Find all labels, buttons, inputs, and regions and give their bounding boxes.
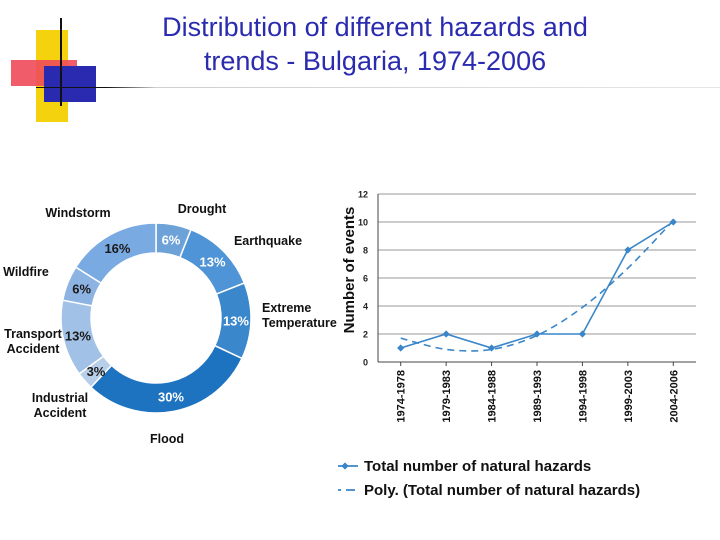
x-tick-2004-2006: 2004-2006	[668, 370, 680, 423]
legend-marker-total	[341, 462, 349, 470]
x-tick-1984-1988: 1984-1988	[487, 370, 499, 423]
data-point-2004-2006	[669, 218, 677, 226]
y-tick-12: 12	[358, 190, 368, 200]
donut-category-labels: Drought Earthquake Extreme Temperature Flood…	[3, 202, 337, 446]
donut-label-industrial-accident: Industrial Accident	[32, 391, 88, 420]
slide-title: Distribution of different hazards and tr…	[95, 10, 655, 78]
y-tick-2: 2	[363, 330, 368, 340]
donut-label-extreme-temperature: Extreme Temperature	[262, 301, 337, 330]
y-tick-10: 10	[358, 218, 368, 228]
hazard-distribution-donut-chart: 6% 13% 13% 30% 3% 13% 6% 16% Drought Earthquake E…	[3, 202, 337, 446]
donut-label-wildfire: Wildfire	[3, 265, 49, 279]
data-point-1989-1993	[533, 330, 541, 338]
chart-legend: Total number of natural hazards Poly. (To…	[338, 458, 640, 499]
data-point-1994-1998	[578, 330, 587, 338]
chart-gridlines	[378, 193, 696, 335]
y-tick-6: 6	[363, 274, 368, 284]
donut-percent-windstorm: 16%	[104, 241, 130, 256]
y-tick-8: 8	[363, 246, 368, 256]
donut-label-windstorm: Windstorm	[45, 206, 110, 220]
y-tick-4: 4	[363, 302, 368, 312]
series-total-line	[400, 221, 674, 349]
donut-slices	[60, 222, 252, 414]
donut-percent-wildfire: 6%	[72, 282, 91, 297]
donut-percent-labels: 6% 13% 13% 30% 3% 13% 6% 16%	[65, 232, 249, 404]
donut-label-transport-accident: Transport Accident	[4, 327, 62, 356]
donut-slice-windstorm	[74, 222, 157, 285]
title-line-2: trends - Bulgaria, 1974-2006	[203, 46, 547, 76]
x-tick-1979-1983: 1979-1983	[441, 370, 453, 423]
x-tick-labels: 1974-1978 1979-1983 1984-1988 1989-1993 1994…	[396, 370, 681, 423]
donut-percent-drought: 6%	[162, 232, 181, 247]
y-axis-label: Number of events	[341, 207, 358, 334]
donut-label-drought: Drought	[178, 202, 227, 216]
x-tick-1999-2003: 1999-2003	[623, 370, 635, 423]
donut-percent-industrial-accident: 3%	[87, 364, 106, 379]
legend-label-total: Total number of natural hazards	[364, 458, 591, 475]
decor-vertical-line	[60, 18, 62, 106]
donut-percent-extreme-temperature: 13%	[223, 314, 249, 329]
data-point-1984-1988	[487, 344, 496, 352]
data-point-1974-1978	[397, 344, 405, 352]
chart-axes	[377, 194, 696, 366]
data-point-1979-1983	[442, 330, 450, 338]
x-tick-1989-1993: 1989-1993	[532, 370, 544, 423]
donut-percent-flood: 30%	[158, 390, 184, 405]
y-tick-0: 0	[363, 358, 368, 368]
donut-label-flood: Flood	[150, 432, 184, 446]
hazard-trend-line-chart: 0 2 4 6 8 10 12 1974-1978 1979-1983 1984-1988 198…	[338, 190, 696, 499]
donut-percent-transport-accident: 13%	[65, 328, 91, 343]
series-trend-line	[400, 220, 674, 352]
data-point-1999-2003	[624, 246, 632, 254]
donut-label-earthquake: Earthquake	[234, 234, 302, 248]
y-tick-labels: 0 2 4 6 8 10 12	[358, 190, 368, 368]
title-line-1: Distribution of different hazards and	[162, 12, 588, 42]
x-tick-1994-1998: 1994-1998	[577, 370, 589, 423]
x-tick-1974-1978: 1974-1978	[396, 370, 408, 423]
title-underline	[36, 87, 720, 88]
donut-percent-earthquake: 13%	[200, 254, 226, 269]
chart-series	[397, 218, 677, 352]
legend-label-trend: Poly. (Total number of natural hazards)	[364, 482, 640, 499]
decor-blue-square	[44, 66, 96, 102]
